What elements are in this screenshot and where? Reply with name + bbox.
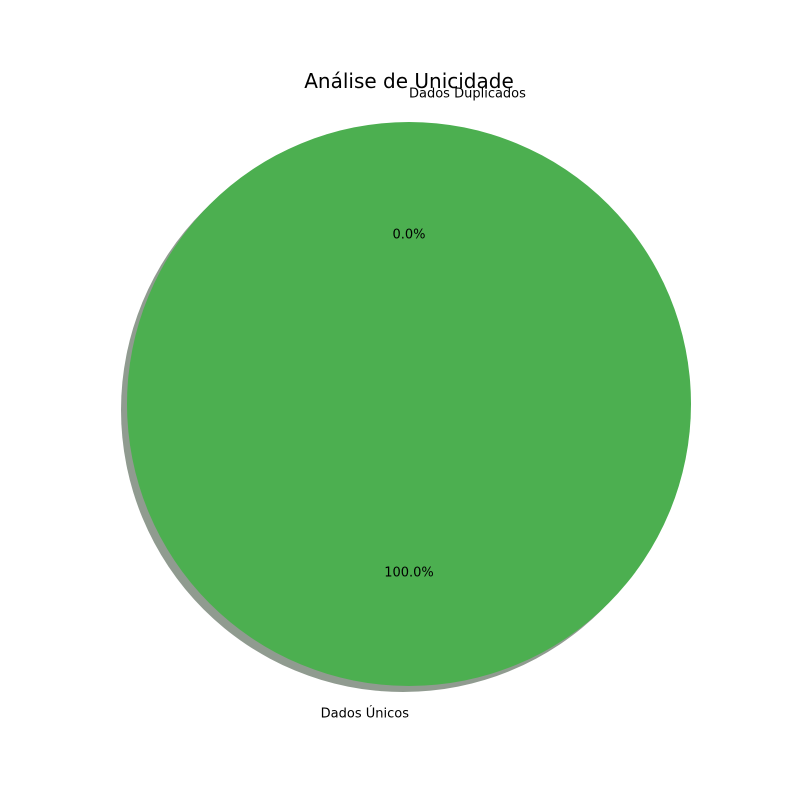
pie-slice-dados-unicos <box>127 122 691 686</box>
pie-label-layer: Dados Únicos 100.0% Dados Duplicados 0.0% <box>321 86 526 721</box>
slice-percent-dados-unicos: 100.0% <box>384 566 434 581</box>
slice-percent-dados-duplicados: 0.0% <box>392 227 425 242</box>
slice-label-dados-duplicados: Dados Duplicados <box>409 86 526 101</box>
pie-slice-layer <box>127 122 691 686</box>
chart-title: Análise de Unicidade <box>304 69 514 93</box>
slice-label-dados-unicos: Dados Únicos <box>321 706 410 722</box>
